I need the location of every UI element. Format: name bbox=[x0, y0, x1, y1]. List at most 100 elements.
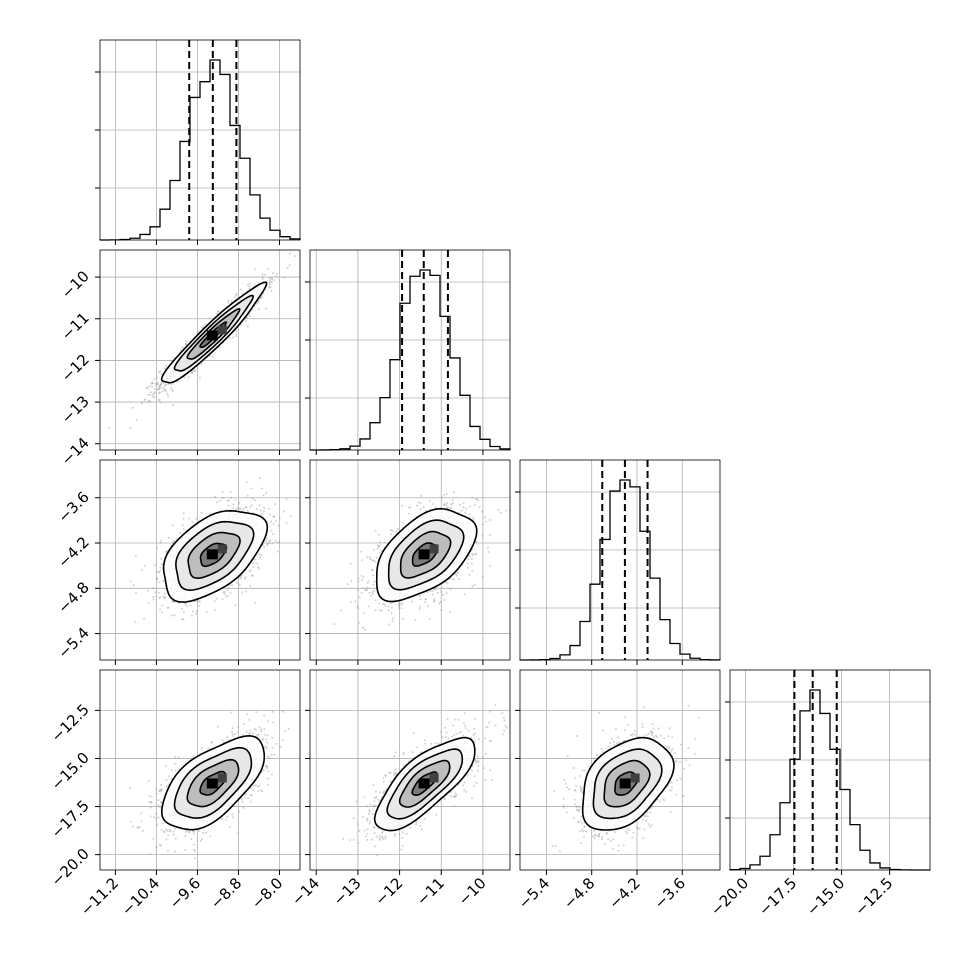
sample-point bbox=[276, 550, 279, 553]
sample-point bbox=[246, 325, 249, 328]
sample-point bbox=[273, 516, 276, 518]
sample-point bbox=[288, 264, 291, 267]
sample-point bbox=[229, 591, 232, 594]
sample-point bbox=[244, 319, 247, 322]
sample-point bbox=[270, 290, 273, 292]
sample-point bbox=[184, 835, 187, 838]
sample-point bbox=[152, 587, 155, 590]
sample-point bbox=[160, 611, 163, 614]
sample-point bbox=[158, 385, 161, 388]
sample-point bbox=[160, 539, 163, 542]
sample-point bbox=[389, 533, 392, 536]
density-block bbox=[217, 544, 227, 554]
sample-point bbox=[227, 301, 230, 304]
sample-point bbox=[156, 381, 159, 384]
sample-point bbox=[441, 593, 444, 596]
sample-point bbox=[159, 844, 162, 847]
sample-point bbox=[167, 383, 170, 386]
sample-point bbox=[231, 727, 234, 730]
sample-point bbox=[164, 390, 167, 393]
sample-point bbox=[158, 387, 161, 390]
sample-point bbox=[132, 584, 135, 587]
sample-point bbox=[153, 392, 156, 395]
sample-point bbox=[204, 323, 207, 326]
sample-point bbox=[134, 621, 137, 624]
sample-point bbox=[160, 563, 163, 566]
sample-point bbox=[241, 591, 244, 594]
sample-point bbox=[158, 581, 161, 584]
sample-point bbox=[397, 607, 400, 609]
sample-point bbox=[264, 273, 267, 276]
sample-point bbox=[160, 373, 163, 376]
sample-point bbox=[162, 381, 165, 384]
sample-point bbox=[273, 279, 276, 282]
sample-point bbox=[252, 566, 255, 568]
sample-point bbox=[214, 495, 217, 498]
sample-point bbox=[171, 389, 174, 392]
sample-point bbox=[391, 529, 394, 532]
sample-point bbox=[236, 507, 239, 510]
sample-point bbox=[143, 564, 146, 567]
sample-point bbox=[244, 506, 247, 508]
sample-point bbox=[193, 368, 196, 371]
sample-point bbox=[261, 277, 264, 280]
sample-point bbox=[278, 540, 281, 543]
sample-point bbox=[396, 527, 399, 530]
sample-point bbox=[216, 501, 219, 504]
sample-point bbox=[269, 281, 272, 284]
sample-point bbox=[154, 382, 157, 385]
sample-point bbox=[209, 835, 212, 838]
sample-point bbox=[426, 591, 429, 593]
sample-point bbox=[239, 288, 242, 291]
sample-point bbox=[265, 307, 268, 310]
sample-point bbox=[230, 711, 233, 714]
sample-point bbox=[153, 564, 156, 567]
sample-point bbox=[398, 603, 401, 606]
sample-point bbox=[442, 503, 445, 506]
sample-point bbox=[171, 524, 174, 527]
sample-point bbox=[239, 577, 242, 580]
sample-point bbox=[473, 584, 476, 586]
sample-point bbox=[276, 541, 279, 544]
sample-point bbox=[438, 602, 441, 605]
sample-point bbox=[390, 612, 393, 614]
sample-point bbox=[378, 609, 381, 612]
sample-point bbox=[419, 508, 422, 511]
sample-point bbox=[254, 283, 257, 286]
sample-point bbox=[371, 593, 374, 595]
sample-point bbox=[171, 389, 174, 391]
sample-point bbox=[380, 549, 383, 552]
sample-point bbox=[171, 769, 173, 772]
sample-point bbox=[221, 490, 224, 493]
sample-point bbox=[270, 520, 273, 523]
sample-point bbox=[374, 530, 377, 533]
sample-point bbox=[268, 281, 271, 284]
panel-frame bbox=[309, 249, 511, 451]
sample-point bbox=[272, 522, 275, 525]
sample-point bbox=[185, 340, 188, 343]
sample-point bbox=[221, 598, 224, 600]
sample-point bbox=[176, 380, 179, 383]
sample-point bbox=[378, 552, 381, 554]
sample-point bbox=[474, 552, 477, 555]
sample-point bbox=[482, 575, 484, 578]
sample-point bbox=[265, 537, 268, 540]
sample-point bbox=[468, 513, 471, 516]
sample-point bbox=[446, 502, 449, 504]
sample-point bbox=[460, 509, 463, 512]
sample-point bbox=[197, 599, 200, 602]
sample-point bbox=[365, 589, 368, 592]
sample-point bbox=[258, 504, 261, 507]
sample-point bbox=[244, 793, 247, 796]
sample-point bbox=[234, 508, 237, 511]
sample-point bbox=[283, 276, 286, 279]
sample-point bbox=[162, 595, 165, 598]
sample-point bbox=[165, 764, 168, 767]
sample-point bbox=[172, 403, 175, 406]
sample-point bbox=[267, 542, 270, 545]
sample-point bbox=[248, 570, 251, 573]
sample-point bbox=[370, 568, 373, 571]
sample-point bbox=[237, 726, 240, 729]
sample-point bbox=[200, 747, 203, 750]
sample-point bbox=[209, 512, 212, 515]
